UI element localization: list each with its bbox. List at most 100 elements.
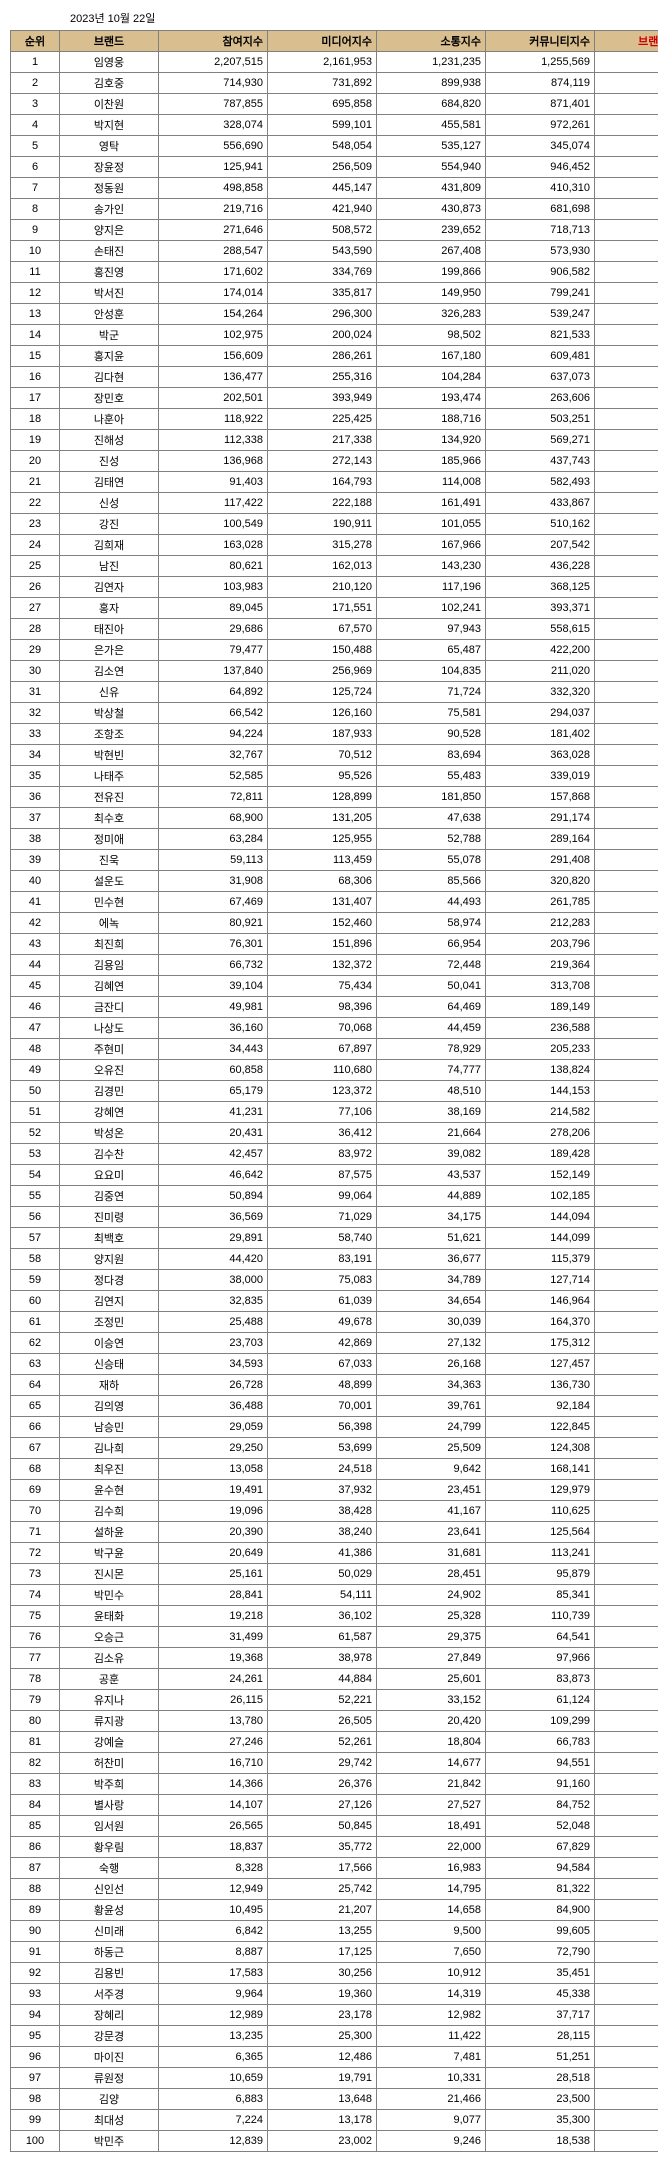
table-row: 76오승근31,49961,58729,37564,541187,003 (11, 1627, 658, 1648)
num-cell: 278,206 (486, 1123, 595, 1144)
num-cell: 787,855 (159, 94, 268, 115)
rank-cell: 84 (11, 1795, 60, 1816)
num-cell: 554,940 (377, 157, 486, 178)
brand-cell: 숙행 (60, 1858, 159, 1879)
num-cell: 23,703 (159, 1333, 268, 1354)
num-cell: 181,402 (486, 724, 595, 745)
total-cell: 106,452 (595, 1942, 658, 1963)
rank-cell: 20 (11, 451, 60, 472)
num-cell: 36,677 (377, 1249, 486, 1270)
rank-cell: 69 (11, 1480, 60, 1501)
table-row: 32박상철66,542126,16075,581294,037562,319 (11, 703, 658, 724)
total-cell: 88,981 (595, 1984, 658, 2005)
num-cell: 25,488 (159, 1312, 268, 1333)
rank-cell: 4 (11, 115, 60, 136)
num-cell: 36,488 (159, 1396, 268, 1417)
table-row: 77김소유19,36838,97827,84997,966184,161 (11, 1648, 658, 1669)
num-cell: 498,858 (159, 178, 268, 199)
num-cell: 14,319 (377, 1984, 486, 2005)
num-cell: 431,809 (377, 178, 486, 199)
num-cell: 200,024 (268, 325, 377, 346)
num-cell: 17,566 (268, 1858, 377, 1879)
num-cell: 67,570 (268, 619, 377, 640)
brand-cell: 신미래 (60, 1921, 159, 1942)
total-cell: 542,613 (595, 766, 658, 787)
num-cell: 67,469 (159, 892, 268, 913)
rank-cell: 42 (11, 913, 60, 934)
num-cell: 49,678 (268, 1312, 377, 1333)
brand-cell: 설운도 (60, 871, 159, 892)
num-cell: 76,301 (159, 934, 268, 955)
num-cell: 13,780 (159, 1711, 268, 1732)
total-cell: 934,969 (595, 493, 658, 514)
num-cell: 74,777 (377, 1060, 486, 1081)
total-cell: 541,428 (595, 787, 658, 808)
num-cell: 45,338 (486, 1984, 595, 2005)
rank-cell: 5 (11, 136, 60, 157)
brand-cell: 김연지 (60, 1291, 159, 1312)
brand-cell: 김용임 (60, 955, 159, 976)
num-cell: 94,584 (486, 1858, 595, 1879)
table-row: 17장민호202,501393,949193,474263,6061,053,5… (11, 388, 658, 409)
table-row: 43최진희76,301151,89666,954203,796498,947 (11, 934, 658, 955)
total-cell: 297,031 (595, 1186, 658, 1207)
num-cell: 328,074 (159, 115, 268, 136)
num-cell: 27,246 (159, 1732, 268, 1753)
num-cell: 29,686 (159, 619, 268, 640)
num-cell: 55,078 (377, 850, 486, 871)
rank-cell: 2 (11, 73, 60, 94)
num-cell: 23,178 (268, 2005, 377, 2026)
num-cell: 51,251 (486, 2047, 595, 2068)
num-cell: 38,428 (268, 1501, 377, 1522)
num-cell: 66,732 (159, 955, 268, 976)
col-rank-header: 순위 (11, 31, 60, 52)
num-cell: 202,501 (159, 388, 268, 409)
num-cell: 37,932 (268, 1480, 377, 1501)
num-cell: 9,246 (377, 2131, 486, 2152)
total-cell: 387,276 (595, 1018, 658, 1039)
rank-cell: 34 (11, 745, 60, 766)
num-cell: 110,680 (268, 1060, 377, 1081)
num-cell: 43,537 (377, 1165, 486, 1186)
rank-cell: 70 (11, 1501, 60, 1522)
num-cell: 161,491 (377, 493, 486, 514)
brand-cell: 별사랑 (60, 1795, 159, 1816)
rank-cell: 67 (11, 1438, 60, 1459)
num-cell: 189,149 (486, 997, 595, 1018)
brand-cell: 박구윤 (60, 1543, 159, 1564)
table-row: 20진성136,968272,143185,966437,7431,032,81… (11, 451, 658, 472)
brand-cell: 황우림 (60, 1837, 159, 1858)
brand-cell: 주현미 (60, 1039, 159, 1060)
num-cell: 70,068 (268, 1018, 377, 1039)
num-cell: 35,300 (486, 2110, 595, 2131)
num-cell: 272,143 (268, 451, 377, 472)
num-cell: 332,320 (486, 682, 595, 703)
brand-cell: 박민주 (60, 2131, 159, 2152)
brand-cell: 신인선 (60, 1879, 159, 1900)
brand-cell: 송가인 (60, 199, 159, 220)
total-cell: 504,639 (595, 913, 658, 934)
brand-cell: 남진 (60, 556, 159, 577)
brand-cell: 김연자 (60, 577, 159, 598)
table-row: 81강예슬27,24652,26118,80466,783165,095 (11, 1732, 658, 1753)
brand-cell: 최수호 (60, 808, 159, 829)
num-cell: 36,102 (268, 1606, 377, 1627)
num-cell: 84,752 (486, 1795, 595, 1816)
total-cell: 86,866 (595, 2005, 658, 2026)
num-cell: 104,835 (377, 661, 486, 682)
num-cell: 31,681 (377, 1543, 486, 1564)
num-cell: 582,493 (486, 472, 595, 493)
num-cell: 98,396 (268, 997, 377, 1018)
num-cell: 125,955 (268, 829, 377, 850)
table-row: 41민수현67,469131,40744,493261,785505,153 (11, 892, 658, 913)
num-cell: 143,230 (377, 556, 486, 577)
table-row: 58양지원44,42083,19136,677115,379279,668 (11, 1249, 658, 1270)
rank-cell: 47 (11, 1018, 60, 1039)
num-cell: 556,690 (159, 136, 268, 157)
num-cell: 42,457 (159, 1144, 268, 1165)
num-cell: 50,894 (159, 1186, 268, 1207)
brand-cell: 김경민 (60, 1081, 159, 1102)
num-cell: 67,033 (268, 1354, 377, 1375)
brand-cell: 영탁 (60, 136, 159, 157)
brand-cell: 나훈아 (60, 409, 159, 430)
